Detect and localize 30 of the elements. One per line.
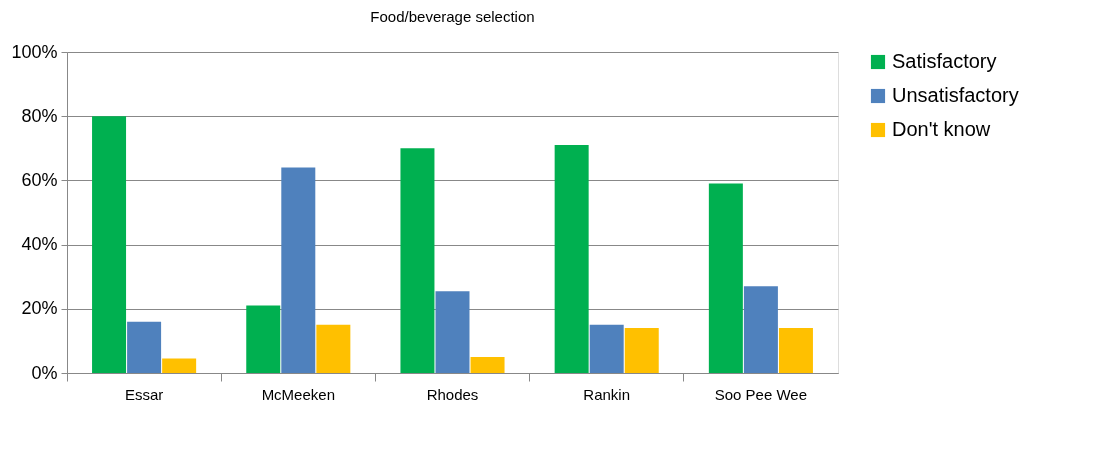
bar	[778, 328, 813, 373]
y-tick-label: 0%	[31, 362, 58, 383]
bar	[470, 356, 505, 373]
bar	[92, 116, 127, 373]
chart-title: Food/beverage selection	[370, 8, 535, 25]
y-tick-label: 100%	[11, 41, 58, 62]
legend-label: Don't know	[892, 118, 991, 140]
y-tick-label: 40%	[21, 234, 58, 255]
bar	[127, 321, 162, 373]
bar	[281, 167, 316, 373]
bar	[589, 324, 624, 373]
x-tick-label: Rhodes	[426, 385, 479, 403]
x-tick-label: Rankin	[583, 385, 631, 403]
bar	[162, 358, 197, 373]
legend-label: Unsatisfactory	[892, 84, 1019, 106]
bar	[400, 148, 435, 373]
x-tick-label: Soo Pee Wee	[714, 385, 808, 403]
bar	[624, 328, 659, 373]
bar	[554, 145, 589, 373]
legend-label: Satisfactory	[892, 50, 997, 72]
y-tick-label: 60%	[21, 169, 58, 190]
bar	[708, 183, 743, 373]
bar	[316, 324, 351, 373]
bar	[435, 291, 470, 373]
y-tick-label: 20%	[21, 298, 58, 319]
x-tick-label: Essar	[124, 385, 164, 403]
bar	[246, 305, 281, 373]
x-tick-label: McMeeken	[261, 385, 335, 403]
y-tick-label: 80%	[21, 105, 58, 126]
bar	[743, 286, 778, 373]
